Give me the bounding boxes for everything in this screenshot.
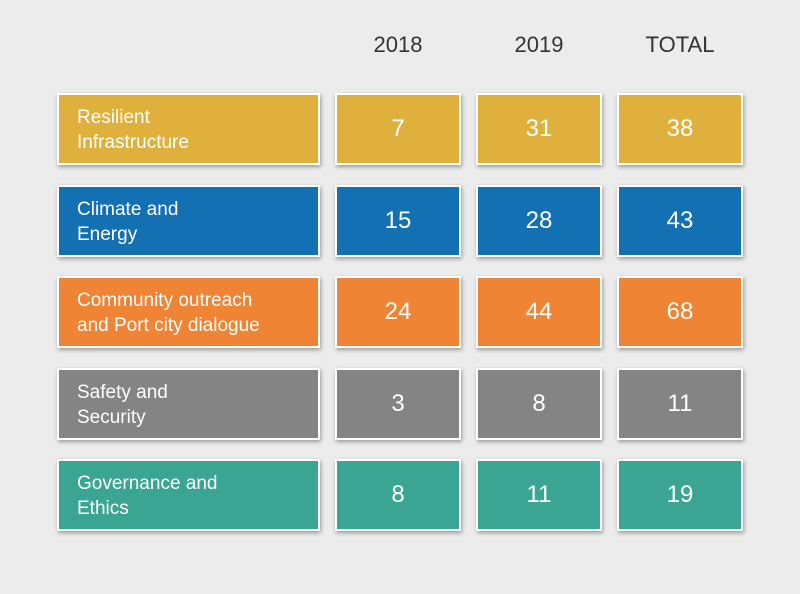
row-label-cell: Safety and Security (57, 368, 320, 440)
value-cell-2018: 15 (335, 185, 461, 257)
column-header-2019: 2019 (514, 32, 564, 57)
row-label-line: and Port city dialogue (77, 315, 260, 336)
table-row: Resilient Infrastructure 7 31 38 (0, 93, 800, 169)
row-label-line: Ethics (77, 498, 129, 519)
row-label-line: Energy (77, 224, 138, 245)
row-label-cell: Resilient Infrastructure (57, 93, 320, 165)
row-label-line: Safety and (77, 382, 168, 403)
value-cell-2018: 7 (335, 93, 461, 165)
row-label-line: Community outreach (77, 290, 253, 311)
value-cell-total: 11 (617, 368, 743, 440)
row-label-line: Resilient (77, 107, 150, 128)
value-cell-2019: 28 (476, 185, 602, 257)
value-cell-total: 43 (617, 185, 743, 257)
value-cell-2018: 24 (335, 276, 461, 348)
column-header-2018: 2018 (373, 32, 423, 57)
row-label-line: Infrastructure (77, 132, 189, 153)
value-cell-2019: 8 (476, 368, 602, 440)
value-cell-total: 38 (617, 93, 743, 165)
table-row: Safety and Security 3 8 11 (0, 368, 800, 444)
column-header-total: TOTAL (645, 32, 715, 57)
value-cell-2019: 31 (476, 93, 602, 165)
row-label-cell: Community outreach and Port city dialogue (57, 276, 320, 348)
row-label-line: Governance and (77, 473, 218, 494)
value-cell-total: 19 (617, 459, 743, 531)
table-row: Governance and Ethics 8 11 19 (0, 459, 800, 535)
value-cell-2018: 3 (335, 368, 461, 440)
row-label-line: Security (77, 407, 146, 428)
row-label-line: Climate and (77, 199, 179, 220)
value-cell-2019: 11 (476, 459, 602, 531)
row-label-cell: Climate and Energy (57, 185, 320, 257)
value-cell-total: 68 (617, 276, 743, 348)
value-cell-2018: 8 (335, 459, 461, 531)
table-row: Community outreach and Port city dialogue… (0, 276, 800, 352)
value-cell-2019: 44 (476, 276, 602, 348)
row-label-cell: Governance and Ethics (57, 459, 320, 531)
table-row: Climate and Energy 15 28 43 (0, 185, 800, 261)
